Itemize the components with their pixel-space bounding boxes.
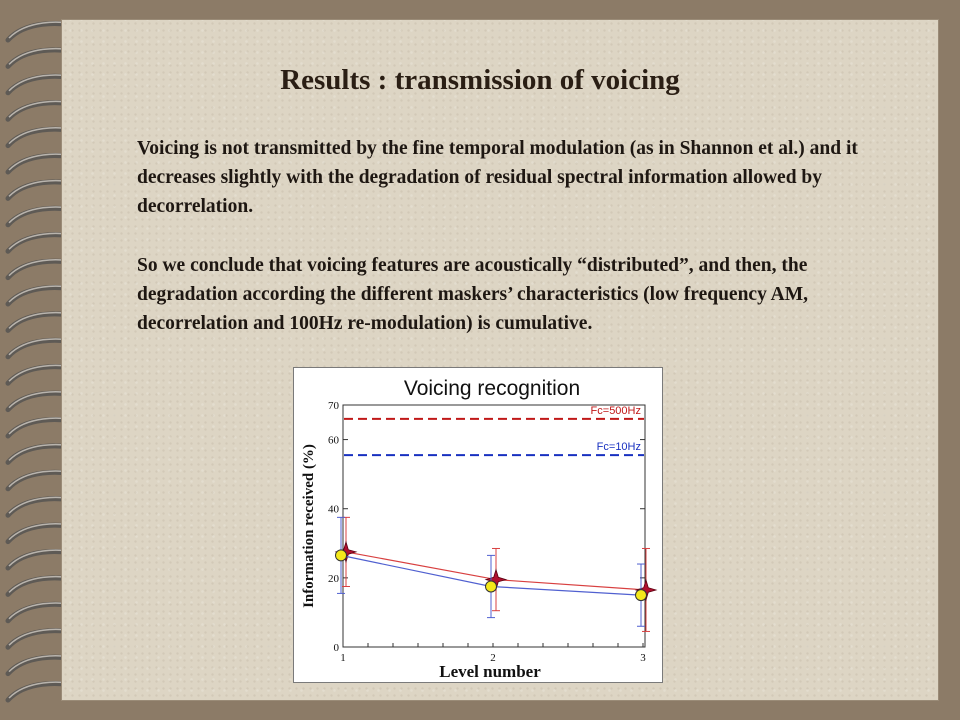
y-tick-label: 20 — [328, 573, 340, 585]
x-tick-label: 1 — [340, 652, 346, 664]
voicing-chart: Voicing recognition Level number Informa… — [301, 377, 658, 681]
x-tick-label: 3 — [640, 652, 646, 664]
chart-ylabel: Information received (%) — [301, 444, 317, 608]
paragraph-conclusion: So we conclude that voicing features are… — [137, 255, 808, 334]
paragraph-voicing-transmission: Voicing is not transmitted by the fine t… — [137, 138, 858, 217]
chart-xlabel: Level number — [439, 662, 541, 681]
data-point-circle — [335, 549, 347, 562]
y-tick-label: 70 — [328, 400, 340, 412]
slide-title: Results : transmission of voicing — [280, 64, 680, 96]
x-tick-label: 2 — [490, 652, 496, 664]
y-tick-label: 60 — [328, 435, 340, 447]
y-tick-label: 0 — [334, 642, 340, 654]
y-tick-label: 40 — [328, 504, 340, 516]
data-point-circle — [485, 580, 497, 593]
data-point-circle — [635, 589, 647, 602]
chart-title: Voicing recognition — [404, 377, 580, 400]
reference-line-label: Fc=500Hz — [591, 405, 641, 417]
reference-line-label: Fc=10Hz — [597, 441, 641, 453]
plot-area — [342, 404, 646, 648]
voicing-chart-figure: Voicing recognition Level number Informa… — [293, 367, 663, 683]
